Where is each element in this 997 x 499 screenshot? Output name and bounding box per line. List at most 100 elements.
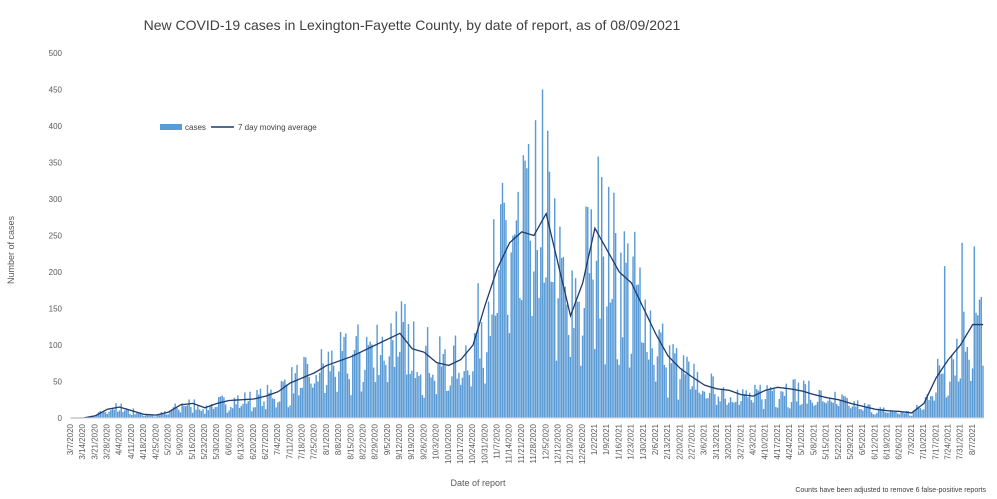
bar [150,415,152,418]
bar [775,406,777,418]
bar [675,348,678,418]
bar [665,367,667,418]
bar [557,298,559,418]
bar [219,396,222,418]
x-tick-label: 11/28/2020 [529,423,538,463]
bar [294,373,297,418]
bar [820,390,822,418]
bar [169,410,171,418]
x-axis-title: Date of report [450,478,506,488]
bar [560,258,563,418]
bar [456,378,458,418]
bar [320,349,323,418]
bar [938,365,941,418]
bar [870,412,873,418]
bar [658,329,660,418]
bar [869,404,871,418]
bar [679,379,681,418]
bar [482,367,485,418]
bar [134,414,136,418]
bar [177,409,180,418]
bar [407,324,410,418]
bar [590,209,592,418]
bar [644,299,646,418]
bar [858,409,861,418]
bar [705,398,707,418]
bar [146,414,149,418]
bar [221,395,223,418]
bar [952,359,955,418]
bar [325,385,328,418]
bar [822,401,824,418]
x-tick-label: 7/4/2020 [273,423,282,455]
bar [966,347,969,418]
bar [205,405,208,418]
bar [555,360,558,418]
bar [943,266,946,418]
bar [345,333,347,418]
bar [94,416,96,418]
bar [503,202,505,418]
bar [881,408,883,418]
bar [334,376,337,418]
bar [834,391,836,418]
bar [750,400,753,418]
bar [459,384,462,418]
bar [533,271,535,418]
bar [515,220,518,418]
y-tick-label: 450 [49,86,63,95]
bar [876,413,878,418]
bar [902,411,904,418]
bar [207,410,209,418]
bar [947,395,949,418]
bar [423,397,425,418]
bar-series [83,89,984,419]
x-tick-label: 8/1/2020 [322,423,331,455]
x-tick-label: 3/13/2021 [712,423,721,459]
chart-title: New COVID-19 cases in Lexington-Fayette … [144,17,681,33]
bar [905,411,908,418]
bar [123,410,126,418]
bar [245,403,248,418]
bar [634,231,636,418]
x-tick-label: 6/20/2020 [249,423,258,459]
bar [451,376,453,418]
bar [425,345,427,418]
bar [759,384,761,418]
bar [950,355,953,418]
bar [136,412,138,418]
bar [120,403,122,418]
bar [768,390,770,418]
bar [479,358,481,418]
bar [308,377,310,418]
bar [404,303,406,418]
moving-average-line [70,211,984,419]
bar [766,385,768,418]
bar [395,311,397,418]
x-axis-ticks: 3/7/2020 3/14/2020 3/21/2020 3/28/2020 4/4/2… [66,423,977,464]
bar [256,389,258,418]
bar [527,143,530,418]
x-tick-label: 7/11/2020 [285,423,294,459]
bar [606,306,608,418]
bar [971,368,974,418]
bar [167,414,169,418]
bar [614,233,617,418]
bar [829,398,831,418]
bar [714,394,716,418]
bar [689,389,692,418]
bar [708,393,711,418]
bar [383,360,385,418]
bar [226,412,229,418]
bar [693,363,695,418]
bar [663,364,666,418]
bar [97,412,100,418]
bar [823,402,826,418]
bar [809,399,812,418]
bar [872,414,875,418]
bar [853,401,855,418]
bar [122,412,124,418]
bar [677,399,680,418]
bar [101,412,103,418]
bar [830,401,833,418]
